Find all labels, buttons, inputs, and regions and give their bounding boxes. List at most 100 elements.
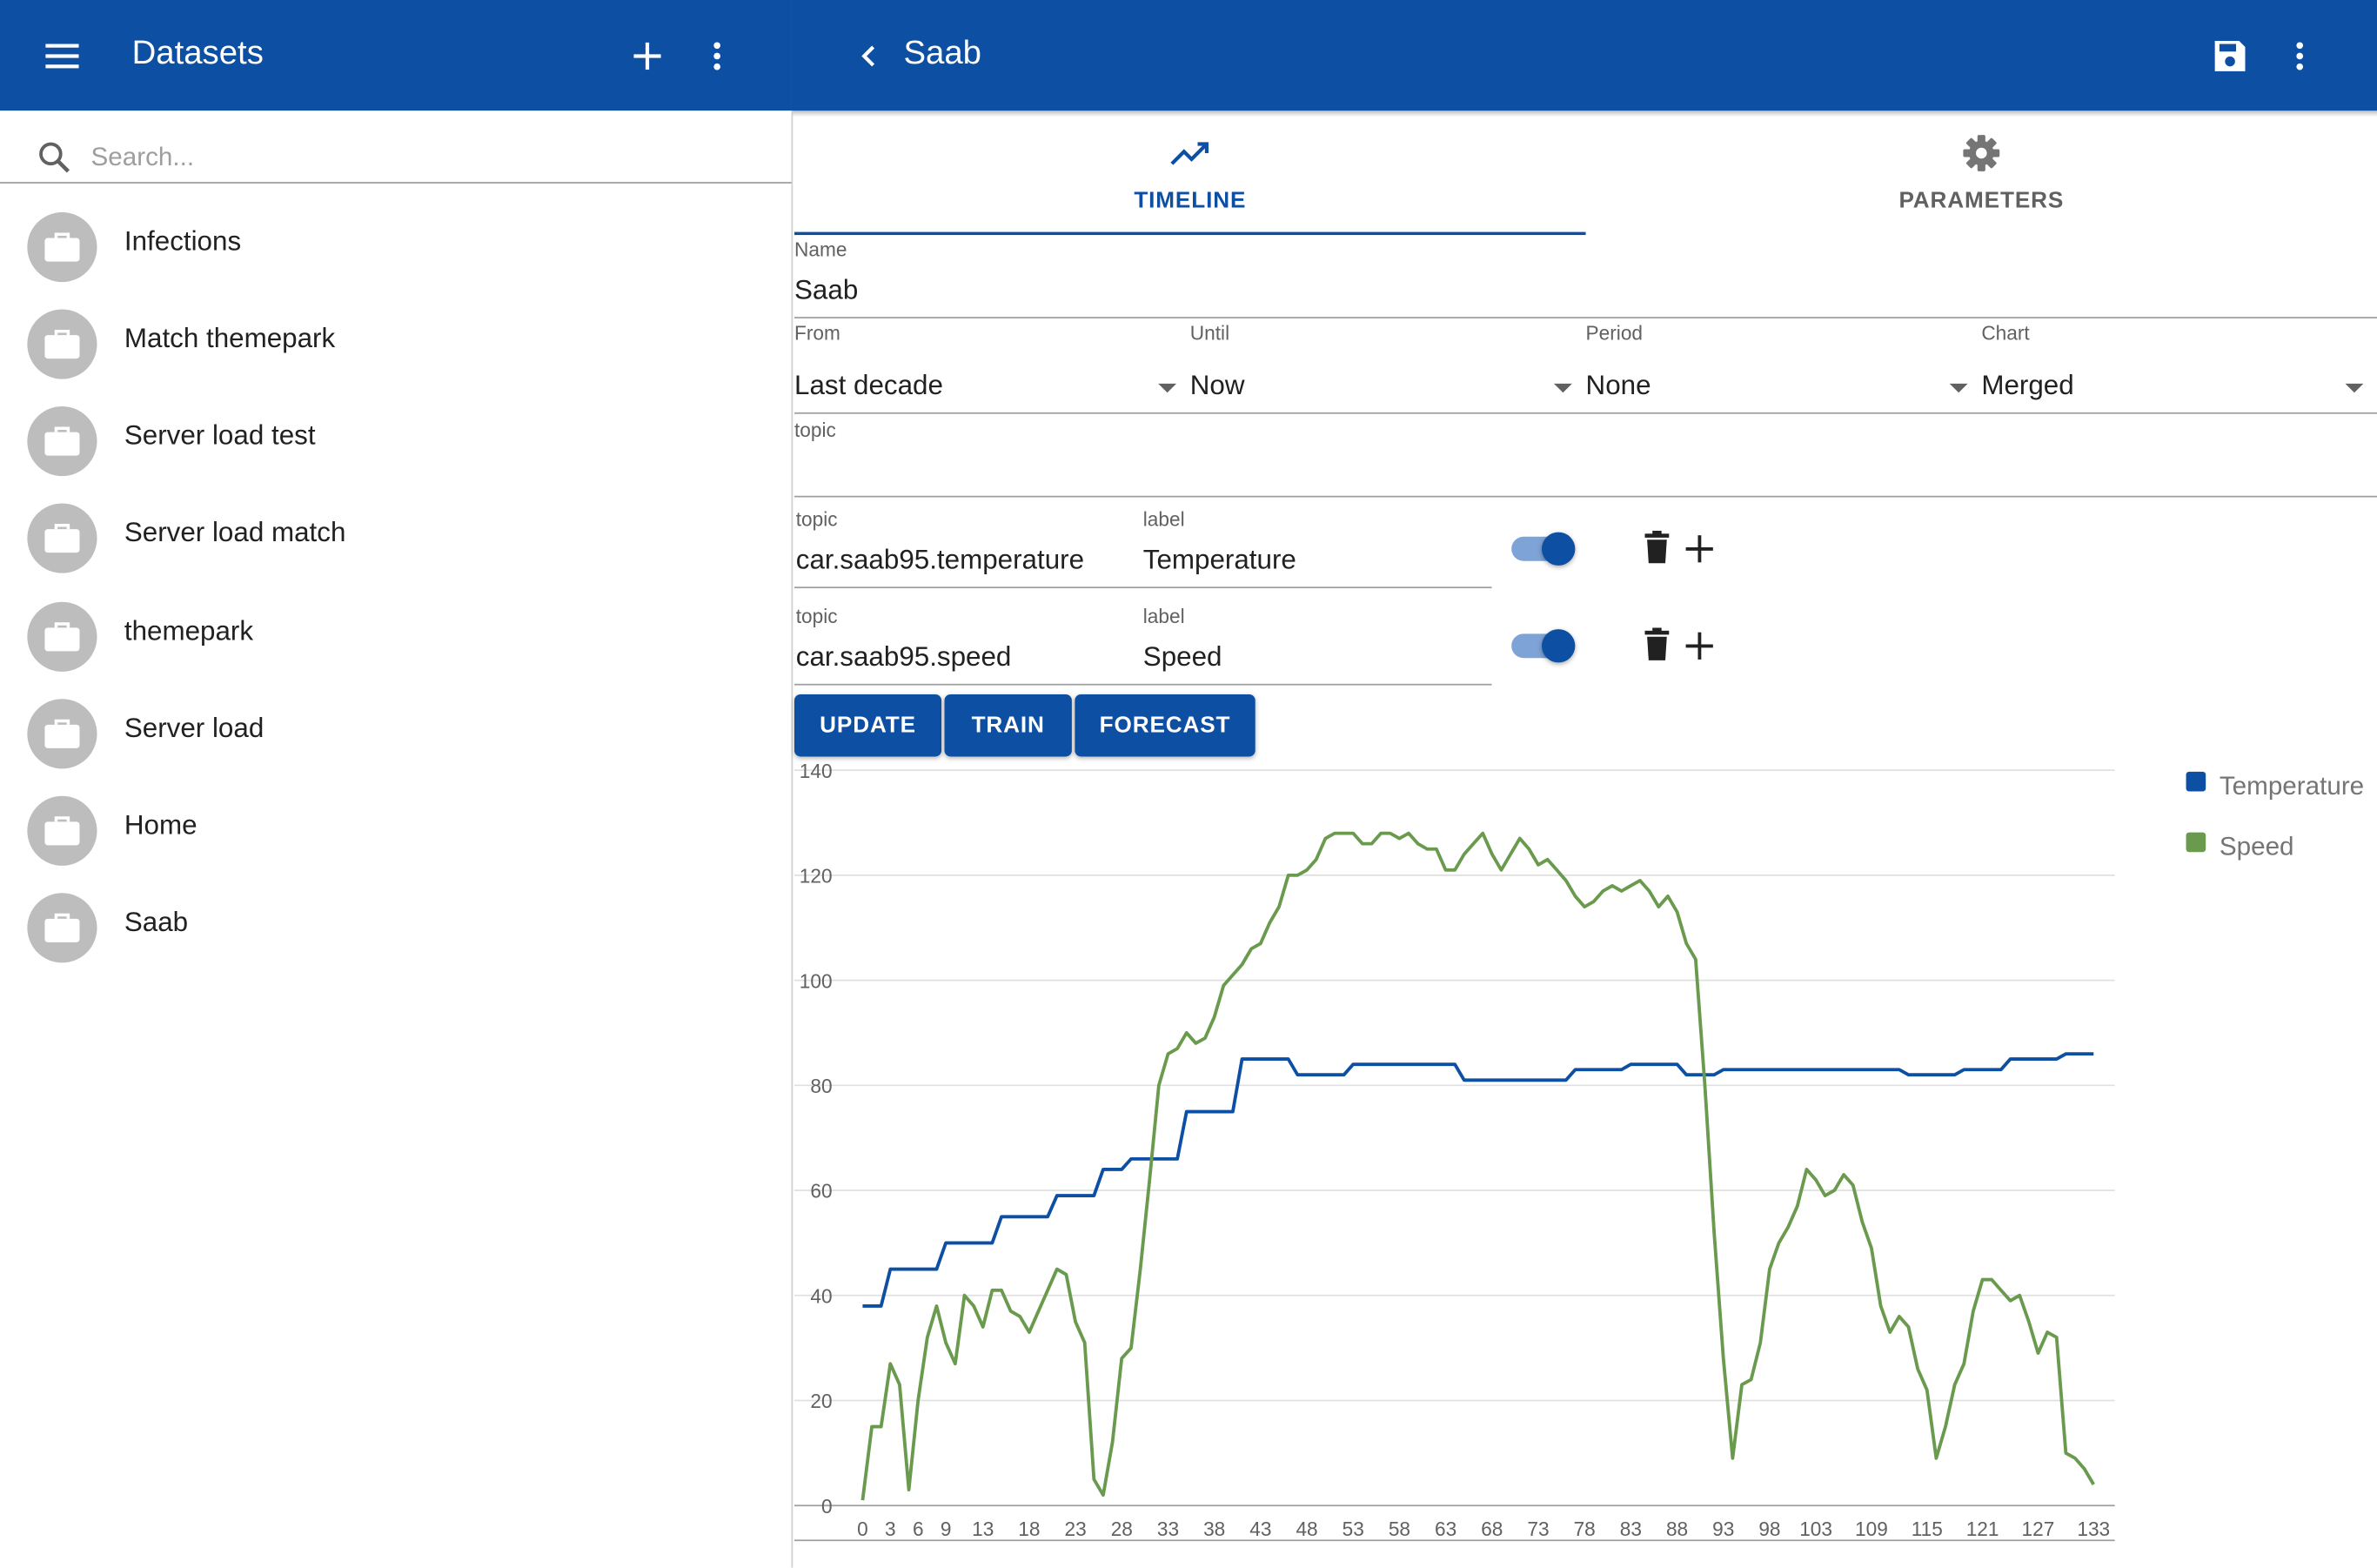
dataset-item-label: Saab <box>124 906 189 937</box>
x-tick-label: 121 <box>1966 1518 1999 1540</box>
series-line-speed <box>860 831 2095 1501</box>
x-tick-label: 103 <box>1799 1518 1832 1540</box>
name-value: Saab <box>794 274 859 305</box>
x-tick-label: 33 <box>1157 1518 1179 1540</box>
dropdown-arrow-icon <box>1949 383 1968 393</box>
x-tick-label: 93 <box>1712 1518 1734 1540</box>
plus-icon[interactable] <box>1685 632 1713 660</box>
dataset-item-label: themepark <box>124 615 254 647</box>
until-value: Now <box>1189 370 1245 400</box>
dataset-item-match-themepark[interactable]: Match themepark <box>0 294 792 392</box>
gear-icon <box>1963 135 2000 171</box>
x-tick-label: 18 <box>1018 1518 1040 1540</box>
dataset-item-server-load-match[interactable]: Server load match <box>0 488 792 586</box>
legend-swatch-speed <box>2186 832 2206 853</box>
briefcase-icon <box>27 211 97 283</box>
x-tick-label: 127 <box>2022 1518 2055 1540</box>
name-label: Name <box>794 238 847 261</box>
chart-label: Chart <box>1981 321 2030 345</box>
dropdown-arrow-icon <box>1553 383 1572 393</box>
save-icon <box>2214 41 2246 71</box>
main-app-bar: Saab <box>791 0 2377 111</box>
dataset-item-themepark[interactable]: themepark <box>0 586 792 684</box>
tab-indicator <box>794 231 1586 236</box>
y-tick-label: 40 <box>810 1284 832 1307</box>
briefcase-icon <box>27 893 97 963</box>
topic-label: topic <box>795 507 838 531</box>
plus-icon <box>633 42 661 70</box>
x-tick-label: 6 <box>913 1518 924 1540</box>
trash-icon[interactable] <box>1644 627 1670 660</box>
x-tick-label: 98 <box>1758 1518 1780 1540</box>
trending-up-icon <box>1170 142 1209 165</box>
y-tick-label: 120 <box>800 865 833 888</box>
trash-icon[interactable] <box>1644 530 1670 564</box>
x-tick-label: 48 <box>1296 1518 1317 1540</box>
x-tick-label: 88 <box>1666 1518 1688 1540</box>
toggle-knob <box>1542 629 1576 663</box>
y-tick-label: 140 <box>800 760 833 782</box>
train-button[interactable]: TRAIN <box>944 694 1072 757</box>
y-tick-label: 60 <box>810 1180 832 1203</box>
x-tick-label: 38 <box>1203 1518 1225 1540</box>
from-value: Last decade <box>794 370 943 400</box>
legend-label-speed: Speed <box>2219 832 2294 861</box>
chart-value: Merged <box>1981 370 2074 400</box>
dropdown-arrow-icon <box>2345 383 2364 393</box>
x-tick-label: 23 <box>1065 1518 1087 1540</box>
panel-divider <box>791 111 793 1568</box>
update-button[interactable]: UPDATE <box>794 694 942 757</box>
search-input[interactable] <box>88 136 761 179</box>
series-line-temperature <box>862 1052 2094 1308</box>
from-label: From <box>794 321 840 345</box>
x-tick-label: 83 <box>1620 1518 1642 1540</box>
back-button[interactable] <box>849 33 888 78</box>
tab-label: PARAMETERS <box>1898 188 2065 214</box>
x-tick-label: 43 <box>1249 1518 1271 1540</box>
tab-parameters[interactable]: PARAMETERS <box>1586 114 2377 235</box>
briefcase-icon <box>27 309 97 379</box>
legend-label-temperature: Temperature <box>2219 771 2365 801</box>
dataset-item-label: Server load match <box>124 517 346 548</box>
sidebar-more-button[interactable] <box>694 33 740 78</box>
menu-icon[interactable] <box>39 33 84 78</box>
topic-label: topic <box>795 605 838 628</box>
search-icon <box>37 139 73 184</box>
name-underline <box>794 317 2377 318</box>
chevron-left-icon <box>861 45 875 67</box>
plus-icon[interactable] <box>1685 535 1713 563</box>
dropdown-arrow-icon <box>1158 383 1177 393</box>
briefcase-icon <box>27 795 97 866</box>
app-bar-shadow <box>0 111 2377 117</box>
y-tick-label: 100 <box>800 969 833 992</box>
x-tick-label: 78 <box>1574 1518 1596 1540</box>
dataset-item-home[interactable]: Home <box>0 781 792 878</box>
dataset-item-saab[interactable]: Saab <box>0 878 792 975</box>
sidebar <box>0 111 792 1568</box>
main-more-button[interactable] <box>2277 33 2322 78</box>
dataset-item-label: Match themepark <box>124 323 336 353</box>
forecast-button[interactable]: FORECAST <box>1075 694 1255 757</box>
x-tick-label: 0 <box>857 1518 868 1540</box>
more-vertical-icon <box>2296 42 2304 70</box>
dataset-title: Saab <box>903 33 982 71</box>
save-button[interactable] <box>2207 33 2253 78</box>
label-label: label <box>1142 507 1185 531</box>
topic-value: car.saab95.temperature <box>795 544 1085 575</box>
dataset-item-server-load[interactable]: Server load <box>0 684 792 781</box>
topic-row-underline <box>794 586 1492 589</box>
topic-value: car.saab95.speed <box>795 641 1012 672</box>
add-dataset-button[interactable] <box>625 33 670 78</box>
x-tick-label: 3 <box>885 1518 896 1540</box>
tab-label: TIMELINE <box>1134 188 1247 214</box>
dataset-item-infections[interactable]: Infections <box>0 198 792 295</box>
x-tick-label: 109 <box>1855 1518 1888 1540</box>
y-tick-label: 80 <box>810 1075 832 1097</box>
dataset-item-server-load-test[interactable]: Server load test <box>0 392 792 489</box>
legend-swatch-temperature <box>2186 771 2206 792</box>
x-tick-label: 28 <box>1111 1518 1133 1540</box>
tab-timeline[interactable]: TIMELINE <box>794 114 1586 236</box>
until-label: Until <box>1189 321 1230 345</box>
briefcase-icon <box>27 405 97 477</box>
